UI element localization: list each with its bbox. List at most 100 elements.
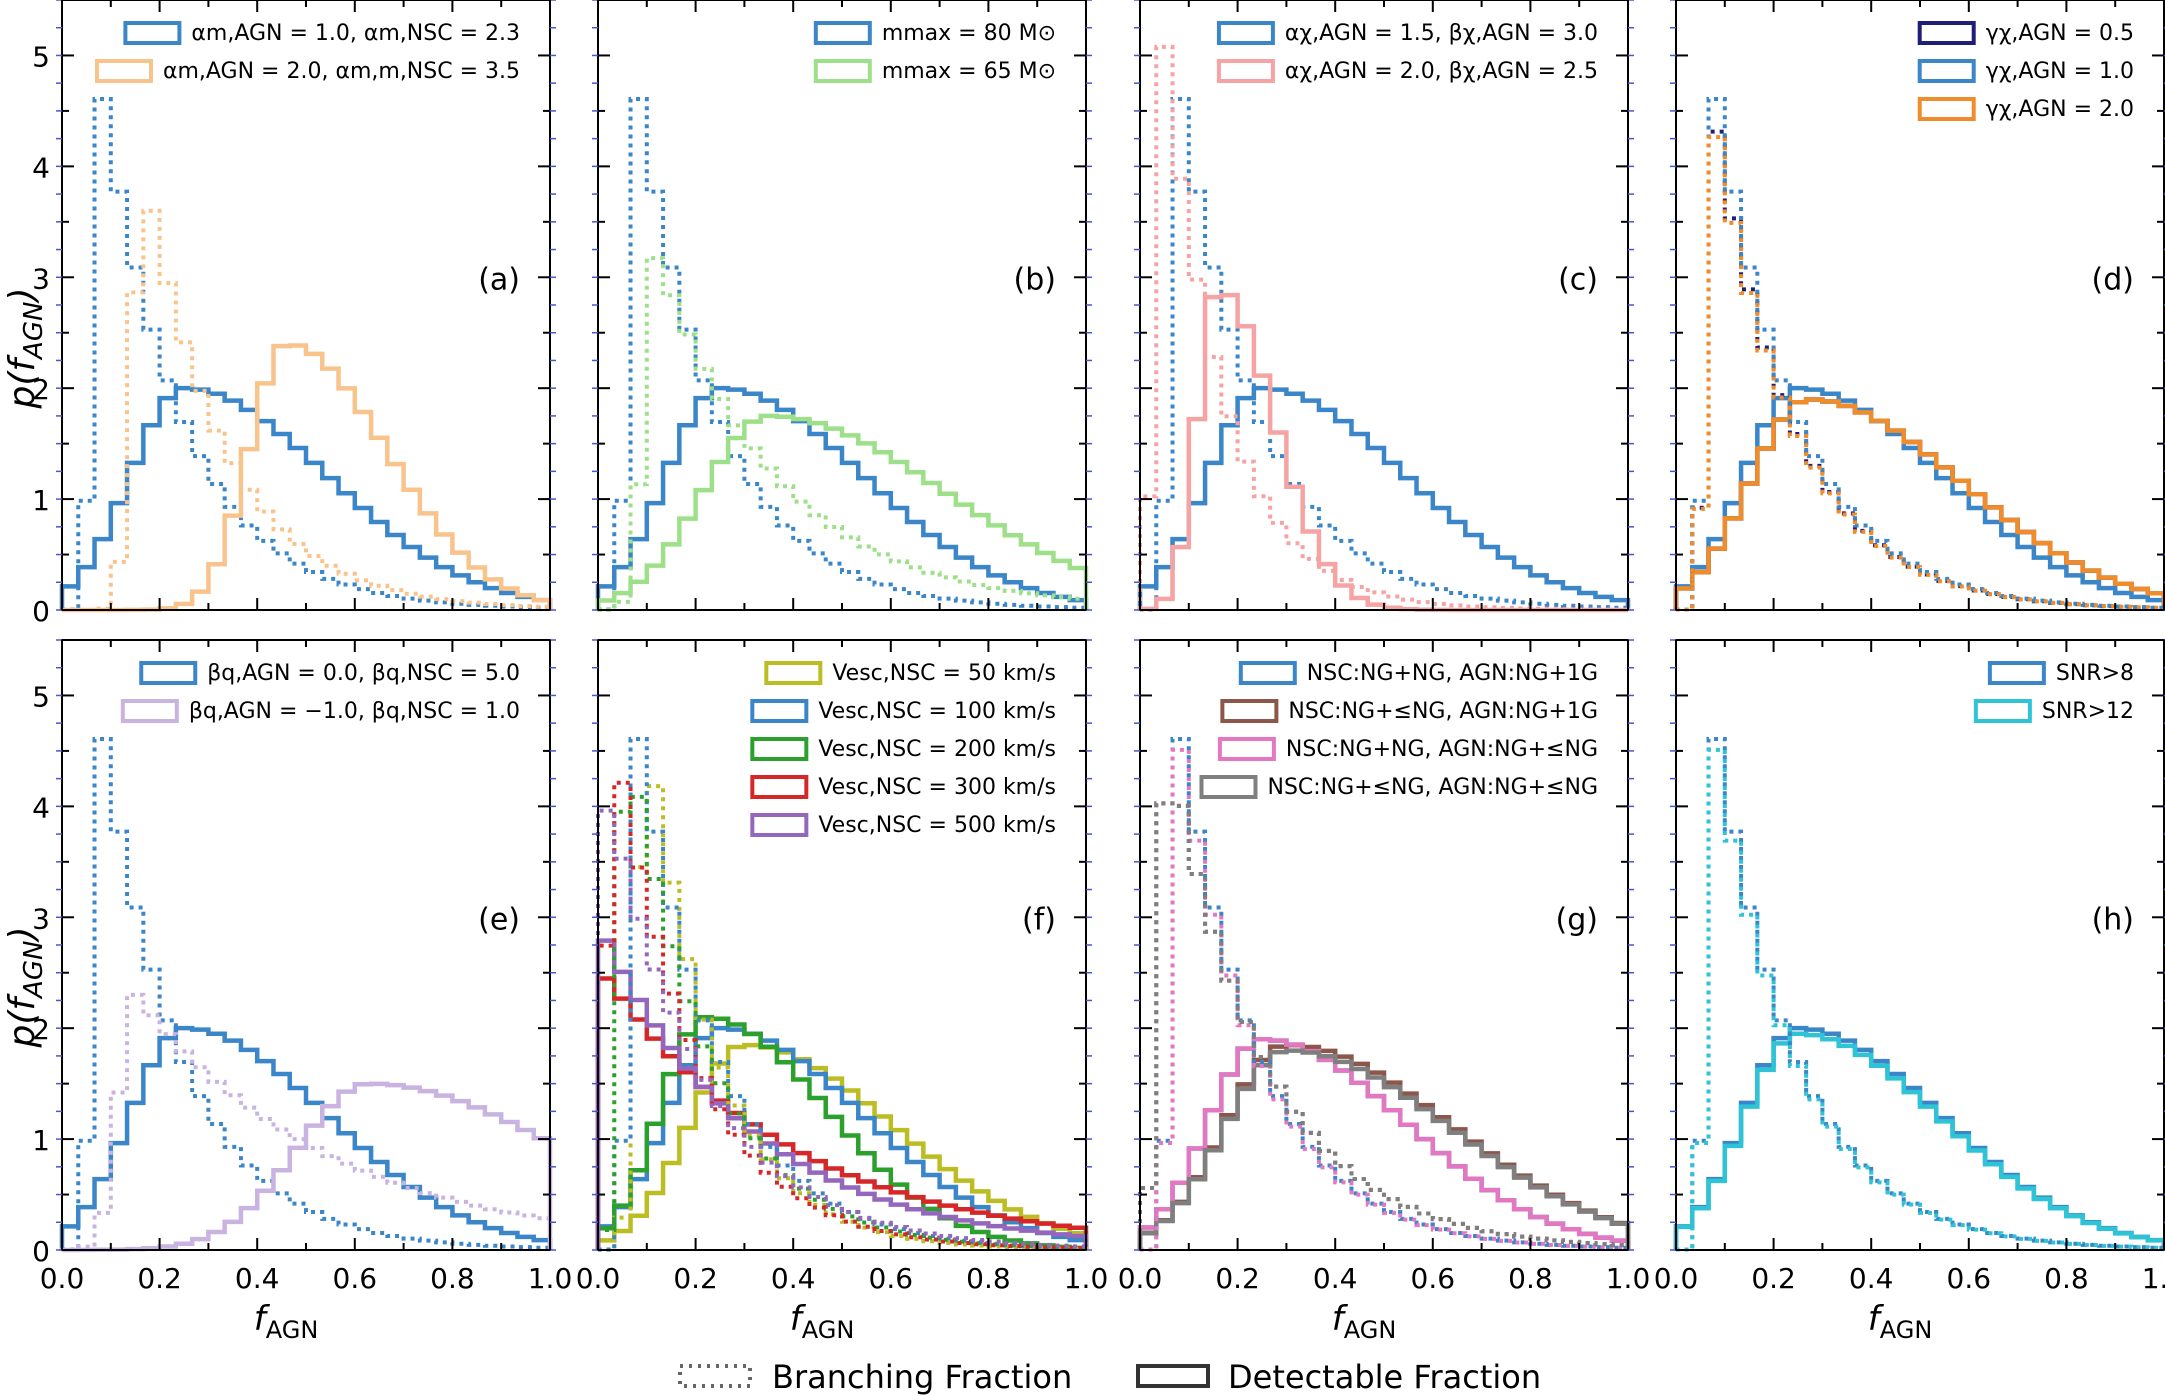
legend-swatch: [813, 21, 872, 45]
series-solid-1: [595, 1025, 1089, 1250]
y-tick-label: 0: [32, 1235, 50, 1268]
legend-swatch: [1216, 21, 1275, 45]
legend-swatch: [1917, 21, 1976, 45]
series-solid-1: [1673, 1031, 2165, 1250]
panel-label: (e): [478, 902, 520, 937]
legend-label: βq,AGN = −1.0, βq,NSC = 1.0: [189, 699, 520, 724]
series-solid-2: [59, 1081, 553, 1253]
legend-label: SNR>12: [2042, 699, 2134, 724]
legend-swatch: [1917, 97, 1976, 121]
series-solid-2: [595, 413, 1089, 610]
series-solid-0: [595, 385, 1089, 610]
x-tick-label: 0.0: [1118, 1262, 1163, 1295]
series-dotted-1: [596, 97, 1088, 612]
x-tick-label: 0.4: [235, 1262, 280, 1295]
series-solid-0: [1673, 1025, 2165, 1250]
legend-label: αχ,AGN = 1.5, βχ,AGN = 3.0: [1285, 21, 1598, 46]
y-tick-label: 5: [32, 680, 50, 713]
series-dotted-4: [1138, 737, 1630, 1252]
x-axis-label: fAGN: [1868, 1299, 1933, 1344]
plot-frame: [1675, 639, 2165, 1251]
legend-swatch: [1217, 737, 1276, 761]
x-axis-label: fAGN: [1332, 1299, 1397, 1344]
x-tick-label: 0.2: [137, 1262, 182, 1295]
series-dotted-1: [60, 737, 552, 1252]
legend-swatch: [139, 661, 198, 685]
detectable-fraction-label: Detectable Fraction: [1228, 1358, 1541, 1396]
y-tick-label: 0: [32, 595, 50, 628]
plot-frame: [61, 639, 551, 1251]
y-tick-label: 2: [32, 373, 50, 406]
series-solid-3: [1137, 1048, 1631, 1250]
x-tick-label: 0.4: [1313, 1262, 1358, 1295]
y-axis-label-top: p(fAGN): [2, 287, 49, 409]
legend-swatch: [123, 21, 182, 45]
series-dotted-5: [1138, 801, 1630, 1250]
panel-d: (d) γχ,AGN = 0.5 γχ,AGN = 1.0 γχ,AGN = 2.0: [1670, 0, 2165, 612]
x-tick-label: 0.0: [40, 1262, 85, 1295]
series-dotted-8: [596, 780, 1088, 1251]
legend-swatch: [1220, 699, 1279, 723]
panel-h: 0.0 0.2 0.4 0.6 0.8 1.0 fAGN (h) SNR>8 SNR>12: [1654, 639, 2165, 1344]
legend-swatch: [750, 699, 809, 723]
plot-frame: [1675, 0, 2165, 611]
x-tick-label: 0.8: [430, 1262, 475, 1295]
series-solid-0: [59, 1025, 553, 1250]
x-axis-label: fAGN: [790, 1299, 855, 1344]
panel-g: 0.0 0.2 0.4 0.6 0.8 1.0 fAGN (g) NSC:NG+NG, AGN:…: [1118, 639, 1651, 1344]
series-dotted-2: [1674, 737, 2165, 1252]
legend-swatch: [813, 59, 872, 83]
legend-swatch: [764, 661, 823, 685]
legend-label: γχ,AGN = 1.0: [1986, 59, 2134, 84]
panel-b: (b) mmax = 80 M⊙ mmax = 65 M⊙: [592, 0, 1092, 612]
series-dotted-3: [1674, 747, 2165, 1252]
y-tick-label: 1: [32, 1124, 50, 1157]
plot-frame: [61, 0, 551, 611]
legend-swatch: [1199, 775, 1258, 799]
series-dotted-5: [1674, 135, 2165, 612]
panel-a: 0 1 2 3 4 5 (a) αm,AGN = 1.0, αm,NSC = 2.3 αm,AG…: [32, 0, 556, 628]
x-tick-label: 0.0: [576, 1262, 621, 1295]
x-tick-label: 1.0: [1606, 1262, 1651, 1295]
branching-fraction-swatch: [678, 1364, 752, 1388]
bottom-legend: Branching Fraction Detectable Fraction: [678, 1358, 1541, 1396]
x-tick-label: 1.0: [2142, 1262, 2165, 1295]
legend-label: SNR>8: [2056, 661, 2134, 686]
y-tick-label: 4: [32, 791, 50, 824]
series-dotted-7: [596, 794, 1088, 1250]
x-tick-label: 0.8: [966, 1262, 1011, 1295]
series-solid-4: [595, 938, 1089, 1250]
series-dotted-3: [596, 256, 1088, 612]
x-tick-label: 0.8: [2044, 1262, 2089, 1295]
x-tick-label: 0.6: [869, 1262, 914, 1295]
x-tick-label: 0.4: [771, 1262, 816, 1295]
legend-label: mmax = 80 M⊙: [882, 21, 1056, 46]
y-tick-label: 1: [32, 484, 50, 517]
series-solid-0: [1673, 397, 2165, 610]
legend-label: NSC:NG+NG, AGN:NG+1G: [1307, 661, 1598, 686]
legend-label: NSC:NG+NG, AGN:NG+≤NG: [1286, 737, 1598, 762]
legend-label: Vesc,NSC = 100 km/s: [818, 699, 1056, 724]
legend-swatch: [1917, 59, 1976, 83]
series-dotted-9: [596, 808, 1088, 1250]
series-dotted-4: [1674, 97, 2165, 612]
series-solid-0: [59, 385, 553, 610]
y-tick-label: 3: [32, 902, 50, 935]
x-tick-label: 0.2: [673, 1262, 718, 1295]
plot-frame: [597, 0, 1087, 611]
x-tick-label: 0.6: [333, 1262, 378, 1295]
legend-label: NSC:NG+≤NG, AGN:NG+≤NG: [1267, 775, 1598, 800]
series-dotted-1: [1138, 97, 1630, 612]
legend-swatch: [1973, 699, 2032, 723]
y-axis-label-bottom: p(fAGN): [2, 926, 49, 1048]
plot-frame: [1139, 0, 1629, 611]
series-solid-2: [1137, 1037, 1631, 1250]
panel-label: (f): [1022, 902, 1056, 937]
x-tick-label: 0.8: [1508, 1262, 1553, 1295]
panel-label: (c): [1558, 262, 1598, 297]
y-tick-label: 5: [32, 40, 50, 73]
x-tick-label: 0.2: [1751, 1262, 1796, 1295]
panel-label: (h): [2092, 902, 2134, 937]
series-dotted-3: [62, 208, 552, 612]
legend-label: βq,AGN = 0.0, βq,NSC = 5.0: [207, 661, 520, 686]
